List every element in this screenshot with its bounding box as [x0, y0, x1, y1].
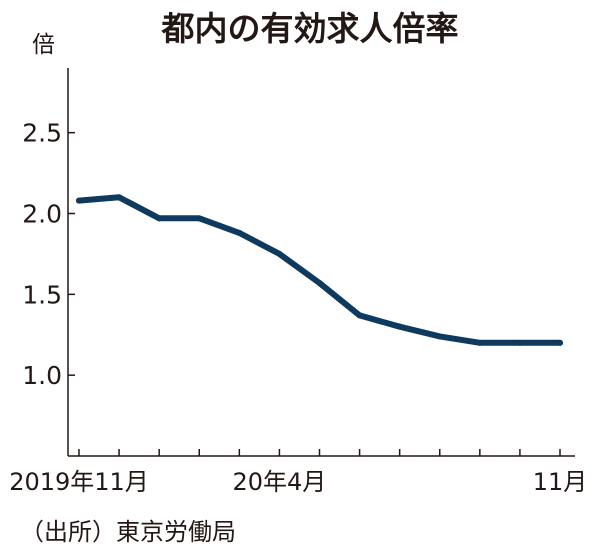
data-point — [436, 333, 443, 340]
data-point — [557, 339, 563, 346]
data-point — [156, 215, 163, 222]
data-point — [316, 280, 323, 287]
source-note: （出所）東京労働局 — [20, 518, 236, 546]
y-tick-label: 2.0 — [22, 200, 62, 229]
data-point — [476, 339, 483, 346]
data-point — [76, 197, 82, 204]
data-point — [196, 215, 203, 222]
data-point — [236, 229, 243, 236]
data-point — [356, 312, 363, 319]
x-tick-label: 2019年11月 — [9, 468, 149, 496]
data-point — [116, 194, 123, 201]
data-point — [276, 250, 283, 257]
y-tick-label: 1.0 — [22, 361, 62, 390]
series-group — [76, 194, 563, 346]
y-axis: 1.0 1.5 2.0 2.5 — [22, 68, 75, 456]
y-tick-label: 1.5 — [22, 280, 62, 309]
y-tick-label: 2.5 — [22, 119, 62, 148]
data-point — [396, 323, 403, 330]
data-point — [516, 339, 523, 346]
x-tick-label: 11月 — [533, 468, 588, 496]
chart-title: 都内の有効求人倍率 — [161, 9, 459, 48]
series-line — [76, 194, 563, 346]
x-axis: 2019年11月 20年4月 11月 — [9, 449, 587, 496]
x-tick-label: 20年4月 — [233, 468, 327, 496]
y-unit-label: 倍 — [32, 32, 55, 58]
